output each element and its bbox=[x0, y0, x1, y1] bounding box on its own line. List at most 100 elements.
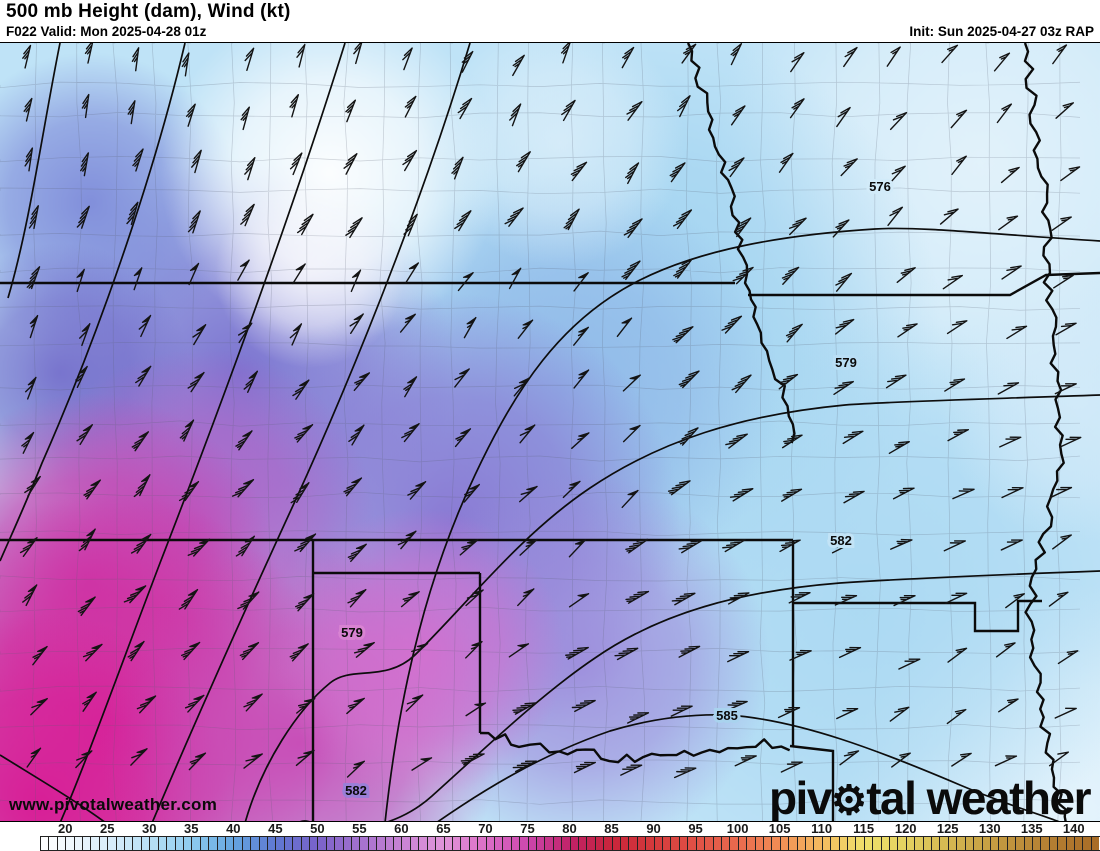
legend-color-cell bbox=[368, 837, 378, 850]
legend-color-cell bbox=[814, 837, 823, 850]
legend-color-cell bbox=[377, 837, 386, 850]
legend-color-cell bbox=[133, 837, 142, 850]
legend-tick-label: 50 bbox=[310, 821, 325, 836]
legend-color-cell bbox=[999, 837, 1008, 850]
legend-tick-label: 115 bbox=[853, 821, 875, 836]
legend-tick-label: 110 bbox=[811, 821, 833, 836]
legend-color-cell bbox=[1016, 837, 1025, 850]
logo-text-pre: piv bbox=[768, 772, 832, 822]
legend-color-cell bbox=[721, 837, 731, 850]
legend-color-cell bbox=[57, 837, 67, 850]
svg-text:576: 576 bbox=[869, 179, 891, 194]
legend-tick-label: 20 bbox=[57, 821, 73, 836]
state-boundaries bbox=[0, 43, 1100, 821]
legend-color-cell bbox=[831, 837, 840, 850]
legend-tick-label: 90 bbox=[646, 821, 661, 836]
legend-color-cell bbox=[469, 837, 479, 850]
svg-text:579: 579 bbox=[341, 625, 363, 640]
legend-color-cell bbox=[242, 837, 252, 850]
legend-color-cell bbox=[1007, 837, 1017, 850]
legend-color-cell bbox=[326, 837, 336, 850]
legend-color-cell bbox=[116, 837, 126, 850]
legend-tick-label: 55 bbox=[352, 821, 367, 836]
legend-color-cell bbox=[881, 837, 891, 850]
legend-color-cell bbox=[679, 837, 689, 850]
legend-color-cell bbox=[83, 837, 92, 850]
legend-color-cell bbox=[276, 837, 285, 850]
legend-color-cell bbox=[990, 837, 1000, 850]
svg-text:582: 582 bbox=[830, 533, 852, 548]
legend-tick-label: 30 bbox=[142, 821, 157, 836]
legend-color-cell bbox=[427, 837, 437, 850]
legend-color-cell bbox=[183, 837, 193, 850]
legend-color-cell bbox=[284, 837, 294, 850]
legend-color-cell bbox=[797, 837, 806, 850]
legend-color-cell bbox=[234, 837, 243, 850]
legend-color-cell bbox=[444, 837, 453, 850]
map-overlay: 576 579 582 585 579 582 bbox=[0, 43, 1100, 821]
legend-color-cell bbox=[646, 837, 655, 850]
legend-color-cell bbox=[318, 837, 327, 850]
legend-color-cell bbox=[856, 837, 865, 850]
legend-color-cell bbox=[1083, 837, 1092, 850]
legend-color-cell bbox=[410, 837, 420, 850]
legend-color-cell bbox=[1032, 837, 1042, 850]
legend-color-cell bbox=[1024, 837, 1033, 850]
legend-color-cell bbox=[621, 837, 630, 850]
watermark-url: www.pivotalweather.com bbox=[9, 795, 218, 814]
wind-speed-legend: 20 25 30 35 40 45 50 55 60 65 70 75 80 85 90 95 100 105 11… bbox=[0, 821, 1100, 851]
legend-color-cell bbox=[461, 837, 470, 850]
svg-text:579: 579 bbox=[835, 355, 857, 370]
legend-tick-label: 75 bbox=[520, 821, 535, 836]
legend-color-cell bbox=[587, 837, 596, 850]
legend-color-cell bbox=[747, 837, 756, 850]
legend-color-cell bbox=[385, 837, 395, 850]
legend-color-cell bbox=[175, 837, 184, 850]
legend-color-cell bbox=[965, 837, 975, 850]
legend-color-cell bbox=[352, 837, 361, 850]
legend-color-cell bbox=[158, 837, 168, 850]
legend-color-cell bbox=[948, 837, 958, 850]
legend-color-cell bbox=[251, 837, 260, 850]
legend-color-cell bbox=[125, 837, 134, 850]
legend-color-cell bbox=[780, 837, 790, 850]
legend-color-cell bbox=[486, 837, 495, 850]
legend-color-cell bbox=[91, 837, 100, 850]
legend-color-cell bbox=[1074, 837, 1084, 850]
legend-color-cell bbox=[915, 837, 924, 850]
legend-color-cell bbox=[1058, 837, 1067, 850]
legend-color-cell bbox=[41, 837, 50, 850]
legend-color-cell bbox=[688, 837, 697, 850]
legend-tick-label: 45 bbox=[268, 821, 283, 836]
legend-color-cell bbox=[848, 837, 857, 850]
legend-color-cell bbox=[579, 837, 588, 850]
legend-color-cell bbox=[293, 837, 302, 850]
header: 500 mb Height (dam), Wind (kt) F022 Vali… bbox=[0, 0, 1100, 42]
legend-color-cell bbox=[713, 837, 722, 850]
legend-color-cell bbox=[906, 837, 916, 850]
legend-tick-label: 80 bbox=[562, 821, 577, 836]
page-title: 500 mb Height (dam), Wind (kt) bbox=[6, 1, 291, 22]
legend-color-cell bbox=[898, 837, 907, 850]
legend-color-cell bbox=[974, 837, 983, 850]
legend-color-cell bbox=[343, 837, 353, 850]
legend-color-cell bbox=[225, 837, 235, 850]
legend-color-cell bbox=[167, 837, 176, 850]
legend-color-cell bbox=[671, 837, 680, 850]
legend-color-cell bbox=[570, 837, 579, 850]
legend-color-cell bbox=[604, 837, 613, 850]
legend-color-cell bbox=[141, 837, 151, 850]
legend-color-cell bbox=[74, 837, 84, 850]
legend-color-cell bbox=[957, 837, 966, 850]
logo-text-post: tal weather bbox=[866, 772, 1091, 822]
legend-color-cell bbox=[822, 837, 832, 850]
legend-color-cell bbox=[536, 837, 546, 850]
legend-color-cell bbox=[553, 837, 563, 850]
legend-color-cell bbox=[310, 837, 319, 850]
legend-color-cell bbox=[940, 837, 949, 850]
legend-color-cell bbox=[932, 837, 941, 850]
legend-color-cell bbox=[654, 837, 664, 850]
legend-color-cell bbox=[66, 837, 75, 850]
contour-labels: 576 579 582 585 579 582 bbox=[338, 176, 894, 801]
